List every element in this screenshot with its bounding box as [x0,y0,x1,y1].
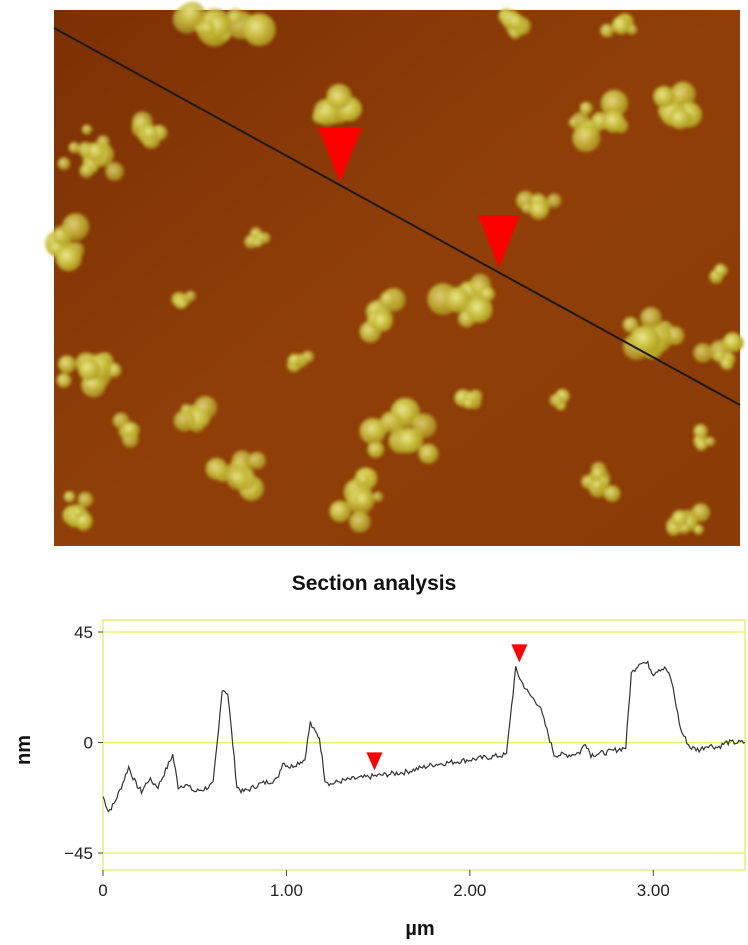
particle-6-2 [670,81,696,107]
particle-0-9 [179,1,205,28]
particle-2-9 [79,163,94,179]
particle-2-11 [87,142,105,161]
profile-marker-0 [366,752,383,771]
particle-3-9 [62,213,90,241]
y-tick-label-2: −45 [64,844,93,863]
particle-22-5 [177,298,188,310]
particle-25-5 [288,353,301,367]
particle-2-3 [57,157,71,171]
particle-23-5 [714,264,727,277]
particle-11-7 [719,356,733,370]
y-axis-label: nm [13,735,35,765]
particle-6-6 [653,85,675,108]
y-tick-label-1: 0 [84,734,93,753]
section-scan-line [53,27,741,406]
particle-17-3 [592,467,605,480]
particle-14-3 [231,450,253,472]
profile-marker-1 [511,644,528,663]
particle-19-4 [63,491,76,503]
particle-10-10 [630,325,660,355]
particle-cluster-layer [45,1,744,537]
x-tick-label-1: 1.00 [270,881,303,900]
particle-10-11 [640,307,662,329]
particle-17-8 [603,485,621,502]
particle-16-10 [354,490,374,510]
particle-13-8 [173,410,196,432]
particle-28-4 [693,424,708,439]
particle-14-8 [205,457,228,480]
particle-0-12 [200,20,215,36]
particle-29-5 [253,237,263,248]
particle-27-5 [462,397,475,410]
particle-26-6 [121,421,139,439]
particle-10-0 [622,316,639,333]
particle-19-3 [77,491,94,508]
particle-12-9 [58,355,76,374]
particle-16-7 [358,473,369,485]
particle-20-7 [507,13,525,30]
x-tick-label-2: 2.00 [453,881,486,900]
particle-21-4 [600,23,614,38]
particle-11-6 [693,343,713,363]
particle-14-9 [248,451,266,470]
y-tick-label-0: 45 [74,623,93,642]
particle-1-10 [326,83,353,110]
particle-24-5 [549,393,563,407]
section-profile-chart: 45 0 −45 0 1.00 2.00 3.00 nm µm [13,619,746,940]
particle-16-5 [372,491,384,503]
x-tick-label-0: 0 [98,881,107,900]
particle-5-6 [600,89,629,117]
particle-0-3 [226,8,243,25]
gridlines [103,631,745,854]
particle-9-7 [379,291,396,307]
particle-2-7 [105,162,124,181]
particle-12-5 [56,373,72,388]
y-axis-ticks: 45 0 −45 [64,623,103,863]
particle-7-6 [529,200,549,220]
profile-markers [366,644,528,771]
x-axis-label: µm [405,918,434,940]
particle-28-5 [695,438,708,451]
particle-2-5 [81,124,93,135]
section-marker-right [478,215,520,268]
particle-15-3 [367,441,385,458]
particle-17-7 [591,479,604,491]
particle-5-10 [568,117,579,128]
particle-19-7 [72,507,84,518]
particle-8-7 [445,286,472,313]
particle-0-8 [242,13,276,46]
particle-5-8 [602,110,625,133]
particle-16-9 [329,500,352,523]
x-tick-label-3: 3.00 [637,881,670,900]
particle-18-8 [671,510,689,527]
particle-5-2 [579,101,593,115]
particle-6-8 [669,107,691,130]
chart-title: Section analysis [291,572,457,595]
particle-8-11 [480,286,495,302]
particle-14-7 [226,467,249,490]
particle-16-8 [349,511,371,533]
particle-12-10 [78,358,100,381]
particle-15-6 [359,417,386,445]
particle-3-7 [55,245,82,272]
section-marker-left [318,128,362,182]
particle-7-7 [547,193,562,208]
particle-21-6 [611,15,631,35]
particle-4-7 [141,124,159,141]
particle-8-9 [466,296,493,323]
particle-2-1 [68,141,80,154]
profile-series-line [102,660,746,813]
particle-5-9 [572,124,601,153]
particle-9-8 [372,311,393,332]
image-background [54,10,740,546]
particle-15-10 [395,427,422,454]
particle-15-7 [418,443,439,464]
afm-height-image [45,1,744,546]
particle-15-11 [380,411,401,433]
plot-frame [102,619,746,871]
x-axis-ticks: 0 1.00 2.00 3.00 [98,870,670,900]
particle-11-4 [722,332,743,353]
particle-28-2 [705,436,716,447]
